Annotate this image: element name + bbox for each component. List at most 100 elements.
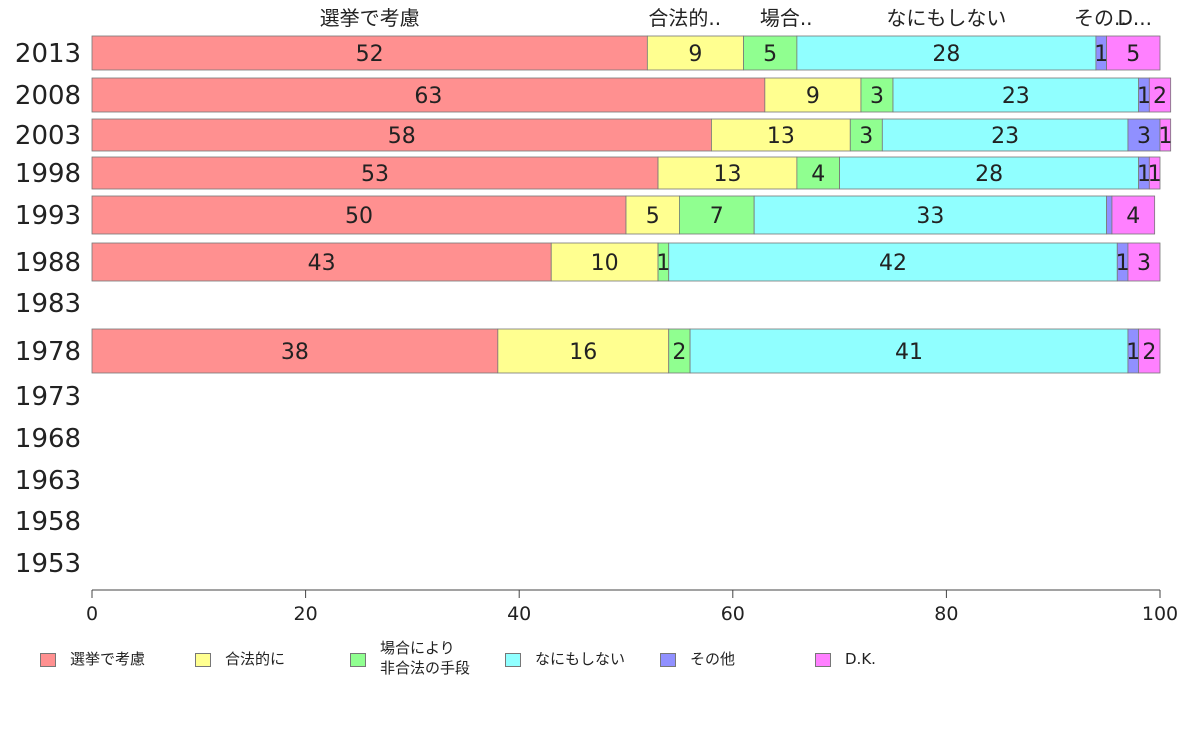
y-tick-label: 1973 xyxy=(15,382,81,412)
y-tick-label: 1993 xyxy=(15,201,81,231)
x-tick-label: 60 xyxy=(721,603,745,625)
data-label: 3 xyxy=(1137,251,1151,276)
bar-segment xyxy=(91,156,659,190)
y-tick-label: 1998 xyxy=(15,159,81,189)
data-label: 58 xyxy=(388,124,416,149)
bar-segment xyxy=(497,328,670,374)
bar-segment xyxy=(796,35,1097,71)
x-tick-label: 40 xyxy=(507,603,531,625)
bar-segment xyxy=(679,195,755,235)
bar-segment xyxy=(1106,35,1161,71)
data-label: 5 xyxy=(763,42,777,67)
top-series-label: 選挙で考慮 xyxy=(320,6,420,30)
y-tick-label: 2008 xyxy=(15,81,81,111)
legend-swatch xyxy=(815,653,831,667)
data-label: 43 xyxy=(308,251,336,276)
legend-label-line1: 場合により xyxy=(380,639,455,657)
data-label: 4 xyxy=(811,162,825,187)
bar-segment xyxy=(646,35,744,71)
legend-item-dk: D.K. xyxy=(815,636,876,669)
data-label: 1 xyxy=(1137,162,1151,187)
data-label: 10 xyxy=(591,251,619,276)
x-tick-label: 100 xyxy=(1142,603,1178,625)
y-tick-label: 1963 xyxy=(15,466,81,496)
top-series-label: なにもしない xyxy=(886,6,1006,30)
legend-label-line2: 非合法の手段 xyxy=(380,659,471,677)
legend-swatch xyxy=(505,653,521,667)
legend-item-sonota: その他 xyxy=(660,636,735,669)
legend-label: 選挙で考慮 xyxy=(70,650,146,668)
y-tick-label: 1988 xyxy=(15,248,81,278)
data-label: 33 xyxy=(916,204,944,229)
bar-segment xyxy=(91,118,712,152)
x-tick-label: 0 xyxy=(86,603,98,625)
bar-segment xyxy=(1111,195,1156,235)
bar-segment xyxy=(839,156,1140,190)
data-label: 1 xyxy=(1094,42,1108,67)
data-label: 41 xyxy=(895,340,923,365)
bar-segment xyxy=(625,195,680,235)
y-tick-label: 1968 xyxy=(15,424,81,454)
bar-segment xyxy=(796,156,841,190)
top-series-label: D... xyxy=(1118,6,1152,30)
data-label: 53 xyxy=(361,162,389,187)
data-label: 1 xyxy=(656,251,670,276)
data-label: 63 xyxy=(414,84,442,109)
data-label: 23 xyxy=(1002,84,1030,109)
data-label: 4 xyxy=(1126,204,1140,229)
data-label: 2 xyxy=(1153,84,1167,109)
bar-segment xyxy=(668,242,1118,282)
bar-segment xyxy=(1148,77,1172,113)
bar-segment xyxy=(91,195,627,235)
y-axis-labels: 2013 2008 2003 1998 1993 1988 1983 1978 1973 1968… xyxy=(15,39,81,579)
legend-label: 場合により 非合法の手段 xyxy=(380,636,470,678)
data-label: 1 xyxy=(1126,340,1140,365)
x-tick-label: 80 xyxy=(934,603,958,625)
data-label: 1 xyxy=(1148,162,1162,187)
y-tick-label: 2013 xyxy=(15,39,81,69)
data-label: 1 xyxy=(1137,84,1151,109)
stacked-bar-chart: 選挙で考慮 合法的.. 場合.. なにもしない その..D... 52 9 5 28 1 563 9… xyxy=(15,6,1178,625)
y-tick-label: 1978 xyxy=(15,337,81,367)
legend-item-nanimo: なにもしない xyxy=(505,636,625,669)
top-category-labels: 選挙で考慮 合法的.. 場合.. なにもしない その..D... xyxy=(320,6,1152,30)
data-label: 2 xyxy=(1142,340,1156,365)
data-label: 13 xyxy=(713,162,741,187)
data-label: 13 xyxy=(767,124,795,149)
data-label: 5 xyxy=(646,204,660,229)
bar-segment xyxy=(860,77,894,113)
legend-swatch xyxy=(195,653,211,667)
bar-segment xyxy=(91,77,766,113)
data-label: 1 xyxy=(1158,124,1172,149)
bar-segment xyxy=(689,328,1129,374)
data-label: 3 xyxy=(859,124,873,149)
legend-label: なにもしない xyxy=(535,650,626,668)
legend-item-higouhou: 場合により 非合法の手段 xyxy=(350,636,470,678)
legend: 選挙で考慮 合法的に 場合により 非合法の手段 なにもしない その他 D.K. xyxy=(0,636,1188,696)
data-label: 9 xyxy=(806,84,820,109)
y-tick-label: 1953 xyxy=(15,549,81,579)
bar-segment xyxy=(764,77,862,113)
bar-segment xyxy=(1127,242,1161,282)
x-axis: 0 20 40 60 80 100 xyxy=(86,589,1178,625)
data-label: 38 xyxy=(281,340,309,365)
legend-item-gouhou: 合法的に xyxy=(195,636,285,669)
bar-segment xyxy=(1148,156,1161,190)
bar-segment xyxy=(849,118,883,152)
y-tick-label: 2003 xyxy=(15,121,81,151)
data-label: 7 xyxy=(710,204,724,229)
legend-label: D.K. xyxy=(845,650,876,668)
legend-label: 合法的に xyxy=(225,650,286,668)
data-label: 1 xyxy=(1116,251,1130,276)
top-series-label: その.. xyxy=(1074,6,1127,30)
x-tick-label: 20 xyxy=(294,603,318,625)
top-series-label: 場合.. xyxy=(760,6,813,30)
bar-segment xyxy=(753,195,1107,235)
data-label: 2 xyxy=(672,340,686,365)
data-label: 9 xyxy=(688,42,702,67)
bar-segment xyxy=(1138,328,1161,374)
data-label: 3 xyxy=(1137,124,1151,149)
y-tick-label: 1958 xyxy=(15,507,81,537)
data-label: 42 xyxy=(879,251,907,276)
